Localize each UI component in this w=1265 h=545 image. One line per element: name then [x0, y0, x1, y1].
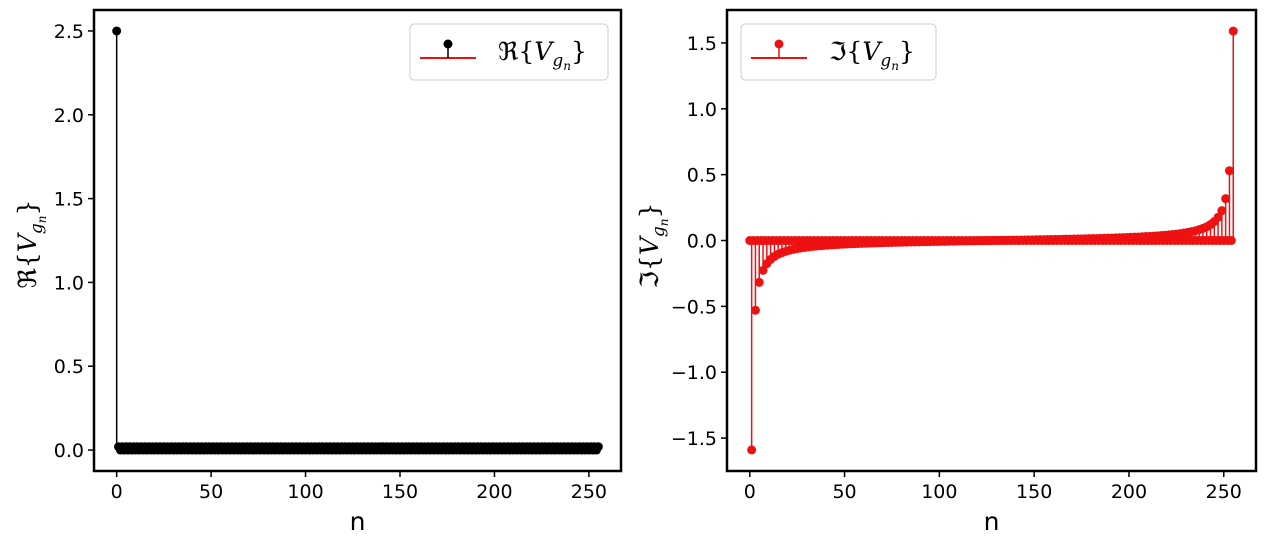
legend-label-sub: g [880, 51, 891, 71]
y-axis-label-suffix: } [13, 200, 42, 216]
y-tick-label: 0.5 [687, 165, 717, 187]
legend-box [409, 23, 609, 81]
y-ticks: 0.0 0.5 1.0 1.5 2.0 2.5 [54, 21, 94, 462]
y-tick-label: 0.5 [54, 356, 84, 378]
stem-marker [750, 305, 760, 315]
y-axis-label: ℑ{Vgn} [635, 203, 671, 289]
real-part-stem-chart: 0 50 100 150 200 2500.00.51.01.52.02.5nℜ{Vgn}… [13, 8, 623, 536]
stem-markers [745, 26, 1238, 455]
x-tick-label: 200 [476, 481, 512, 503]
x-axis-label: n [984, 507, 1000, 536]
y-tick-label: 1.0 [687, 99, 717, 121]
plot-area [112, 26, 603, 455]
stem-marker [593, 442, 603, 452]
y-axis-label-subsub: n [35, 216, 49, 224]
y-tick-label: −0.5 [671, 296, 717, 318]
legend-marker [774, 39, 784, 49]
y-axis-label-prefix: ℜ{ [13, 252, 42, 288]
legend-label-suffix: } [571, 37, 587, 66]
y-tick-label: −1.5 [671, 428, 717, 450]
legend: ℑ{Vgn} [740, 23, 937, 81]
y-tick-label: 0.0 [687, 231, 717, 253]
y-axis-label: ℜ{Vgn} [13, 200, 49, 289]
y-axis-label-subsub: n [657, 218, 671, 226]
x-tick-label: 150 [1016, 481, 1052, 503]
stem-marker [1221, 194, 1231, 204]
stem-markers [112, 26, 603, 455]
y-axis-label-prefix: ℑ{ [635, 255, 664, 288]
y-axis-label-var: V [13, 231, 42, 252]
y-tick-label: −1.0 [671, 362, 717, 384]
x-axis-label: n [350, 507, 366, 536]
legend-label-prefix: ℜ{ [498, 37, 534, 66]
x-ticks: 0 50 100 150 200 250 [744, 471, 1242, 503]
y-ticks: −1.5 −1.0 −0.5 0.0 0.5 1.0 1.5 [671, 33, 727, 450]
plot-area [745, 26, 1238, 455]
stem-marker [1217, 206, 1227, 216]
stem-marker [758, 265, 768, 275]
x-tick-label: 0 [111, 481, 123, 503]
y-tick-label: 2.5 [54, 21, 84, 43]
legend-label-prefix: ℑ{ [829, 37, 862, 66]
legend: ℜ{Vgn} [409, 23, 609, 81]
y-axis-label-var: V [635, 234, 664, 255]
legend-label-subsub: n [891, 59, 899, 73]
stem-marker [1226, 236, 1236, 245]
axes-frame [92, 8, 623, 473]
y-axis-label-sub: g [649, 226, 669, 237]
legend-label-var: V [534, 37, 555, 66]
legend-label-sub: g [552, 51, 563, 71]
legend-label-var: V [862, 37, 883, 66]
stem-marker [112, 26, 122, 36]
x-tick-label: 150 [382, 481, 418, 503]
y-tick-label: 1.5 [54, 189, 84, 211]
x-tick-label: 250 [1206, 481, 1242, 503]
x-tick-label: 0 [744, 481, 756, 503]
y-tick-label: 1.5 [687, 33, 717, 55]
y-tick-label: 1.0 [54, 272, 84, 294]
x-tick-label: 100 [921, 481, 957, 503]
x-tick-label: 50 [832, 481, 856, 503]
legend-box [740, 23, 937, 81]
stem-marker [747, 445, 757, 455]
stem-marker [1213, 212, 1223, 222]
legend-marker [443, 39, 453, 49]
x-ticks: 0 50 100 150 200 250 [111, 471, 607, 503]
x-tick-label: 50 [199, 481, 223, 503]
stem-marker [1224, 166, 1234, 176]
legend-label: ℜ{Vgn} [498, 37, 587, 73]
stem-marker [754, 277, 764, 287]
x-tick-label: 250 [571, 481, 607, 503]
legend-label-suffix: } [899, 37, 915, 66]
y-axis-label-suffix: } [635, 203, 664, 219]
x-tick-label: 200 [1111, 481, 1147, 503]
y-axis-label-sub: g [27, 223, 47, 234]
stem-marker [1228, 26, 1238, 36]
imag-part-stem-chart: 0 50 100 150 200 250 −1.5 −1.0 −0.5 0.0 0.5 1.0 1.5 n… [635, 8, 1258, 536]
y-tick-label: 0.0 [54, 440, 84, 462]
stem-lines [115, 30, 600, 451]
legend-label-subsub: n [563, 59, 571, 73]
legend-label: ℑ{Vgn} [829, 37, 915, 73]
y-tick-label: 2.0 [54, 105, 84, 127]
x-tick-label: 100 [287, 481, 323, 503]
